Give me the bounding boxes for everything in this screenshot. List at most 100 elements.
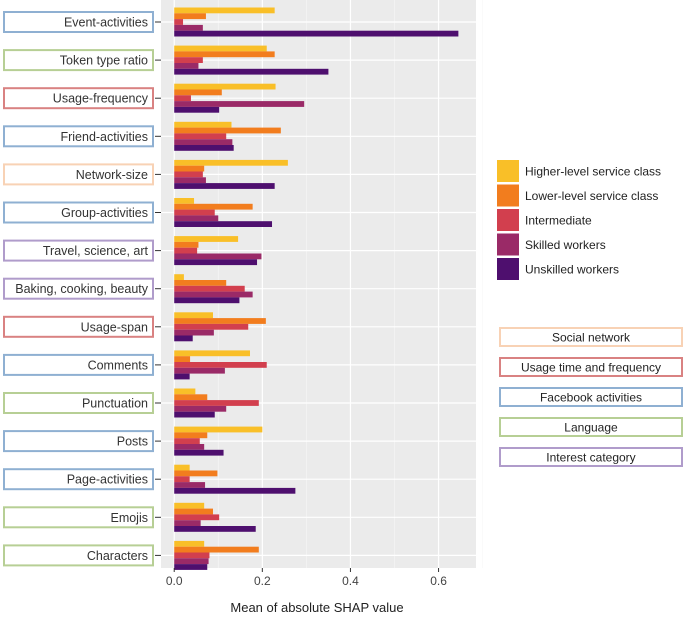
- feature-label-group-activities: Group-activities: [61, 206, 148, 220]
- bar-emojis-unskilled-workers: [174, 526, 256, 532]
- bar-token-type-ratio-higher-level-service-class: [174, 45, 267, 52]
- group-legend-box-interest-category: [499, 447, 683, 467]
- feature-label-characters: Characters: [87, 549, 148, 563]
- bar-travel-science-art-lower-level-service-class: [174, 241, 199, 248]
- feature-label-box: [3, 468, 154, 491]
- group-legend-box-language: [499, 417, 683, 437]
- feature-label-box: [3, 125, 154, 148]
- feature-label-box: [3, 277, 154, 300]
- bar-network-size-skilled-workers: [174, 177, 206, 184]
- bar-usage-span-lower-level-service-class: [174, 318, 266, 324]
- group-legend: Social network Usage time and frequency Fa…: [499, 327, 683, 467]
- bar-characters-unskilled-workers: [174, 564, 208, 570]
- bar-characters-skilled-workers: [174, 558, 209, 565]
- bar-token-type-ratio-intermediate: [174, 57, 203, 63]
- feature-label-box: [3, 239, 154, 262]
- legend-label-intermediate: Intermediate: [525, 214, 592, 228]
- feature-label-emojis: Emojis: [110, 511, 148, 525]
- bar-punctuation-intermediate: [174, 400, 259, 406]
- bar-group-activities-skilled-workers: [174, 215, 219, 222]
- group-legend-label-usage-time-and-frequency: Usage time and frequency: [521, 361, 661, 375]
- feature-label-usage-frequency: Usage-frequency: [53, 92, 149, 106]
- x-axis-title: Mean of absolute SHAP value: [230, 600, 403, 615]
- bar-baking-cooking-beauty-higher-level-service-class: [174, 274, 184, 280]
- feature-label-box: [3, 544, 154, 567]
- feature-label-travel-science-art: Travel, science, art: [43, 244, 149, 258]
- legend-swatch-skilled-workers: [497, 233, 519, 256]
- bar-usage-frequency-lower-level-service-class: [174, 89, 222, 96]
- feature-label-box: [3, 163, 154, 186]
- bar-usage-span-unskilled-workers: [174, 335, 193, 342]
- feature-label-baking-cooking-beauty: Baking, cooking, beauty: [15, 282, 148, 296]
- bar-travel-science-art-unskilled-workers: [174, 259, 258, 266]
- bar-network-size-higher-level-service-class: [174, 159, 288, 166]
- bar-posts-intermediate: [174, 438, 200, 444]
- bar-posts-unskilled-workers: [174, 449, 224, 456]
- legend-label-skilled-workers: Skilled workers: [525, 238, 606, 252]
- x-tick-label: 0.0: [166, 574, 183, 588]
- bar-page-activities-higher-level-service-class: [174, 464, 190, 471]
- bar-page-activities-lower-level-service-class: [174, 470, 218, 477]
- bar-usage-span-intermediate: [174, 323, 249, 330]
- bar-travel-science-art-intermediate: [174, 247, 198, 254]
- group-legend-box-social-network: [499, 327, 683, 347]
- feature-label-event-activities: Event-activities: [64, 16, 148, 30]
- bar-comments-higher-level-service-class: [174, 350, 250, 357]
- feature-label-box: [3, 353, 154, 376]
- bar-usage-span-higher-level-service-class: [174, 312, 213, 319]
- group-legend-label-language: Language: [564, 421, 618, 435]
- group-legend-label-interest-category: Interest category: [546, 451, 635, 465]
- legend-label-unskilled-workers: Unskilled workers: [525, 263, 619, 277]
- feature-label-posts: Posts: [117, 435, 148, 449]
- bar-friend-activities-skilled-workers: [174, 139, 233, 145]
- bar-network-size-lower-level-service-class: [174, 165, 205, 172]
- legend-swatch-unskilled-workers: [497, 258, 519, 280]
- series-legend: Higher-level service class Lower-level se…: [497, 160, 661, 280]
- feature-label-box: [3, 506, 154, 529]
- feature-label-box: [3, 49, 154, 72]
- legend-label-higher-level-service-class: Higher-level service class: [525, 165, 661, 179]
- bar-comments-skilled-workers: [174, 367, 225, 374]
- bar-comments-unskilled-workers: [174, 373, 190, 380]
- feature-label-usage-span: Usage-span: [81, 320, 148, 334]
- bar-characters-higher-level-service-class: [174, 540, 205, 547]
- bar-friend-activities-intermediate: [174, 133, 227, 140]
- bar-travel-science-art-higher-level-service-class: [174, 236, 239, 242]
- bar-friend-activities-unskilled-workers: [174, 145, 234, 151]
- feature-label-box: [3, 392, 154, 414]
- group-legend-label-facebook-activities: Facebook activities: [540, 391, 642, 405]
- bar-friend-activities-lower-level-service-class: [174, 127, 281, 134]
- bar-event-activities-unskilled-workers: [174, 30, 459, 37]
- bar-travel-science-art-skilled-workers: [174, 253, 262, 260]
- feature-label-box: [3, 315, 154, 338]
- bar-page-activities-unskilled-workers: [174, 487, 296, 494]
- feature-label-page-activities: Page-activities: [67, 473, 148, 487]
- group-legend-label-social-network: Social network: [552, 331, 631, 345]
- bar-token-type-ratio-skilled-workers: [174, 63, 199, 69]
- feature-labels: Event-activities Token type ratio Usage-fr…: [3, 11, 161, 567]
- bar-network-size-unskilled-workers: [174, 183, 275, 189]
- bar-characters-intermediate: [174, 552, 210, 559]
- bar-baking-cooking-beauty-skilled-workers: [174, 291, 253, 298]
- bar-punctuation-lower-level-service-class: [174, 394, 208, 401]
- bar-event-activities-skilled-workers: [174, 24, 203, 31]
- bar-page-activities-intermediate: [174, 476, 190, 483]
- bar-page-activities-skilled-workers: [174, 482, 206, 488]
- bar-usage-frequency-higher-level-service-class: [174, 83, 276, 90]
- bar-token-type-ratio-lower-level-service-class: [174, 51, 275, 58]
- bar-comments-intermediate: [174, 362, 267, 368]
- bar-group-activities-unskilled-workers: [174, 221, 273, 227]
- bar-punctuation-higher-level-service-class: [174, 388, 196, 395]
- x-axis: 0.0 0.2 0.4 0.6: [166, 568, 447, 588]
- bar-group: [174, 7, 459, 570]
- bar-posts-lower-level-service-class: [174, 432, 208, 439]
- x-tick-label: 0.4: [342, 574, 359, 588]
- feature-label-token-type-ratio: Token type ratio: [60, 54, 148, 68]
- bar-event-activities-higher-level-service-class: [174, 7, 275, 14]
- bar-emojis-higher-level-service-class: [174, 502, 205, 509]
- feature-label-punctuation: Punctuation: [82, 397, 148, 411]
- x-tick-label: 0.2: [254, 574, 271, 588]
- bar-baking-cooking-beauty-unskilled-workers: [174, 297, 240, 304]
- bar-event-activities-lower-level-service-class: [174, 13, 206, 20]
- bar-event-activities-intermediate: [174, 19, 184, 25]
